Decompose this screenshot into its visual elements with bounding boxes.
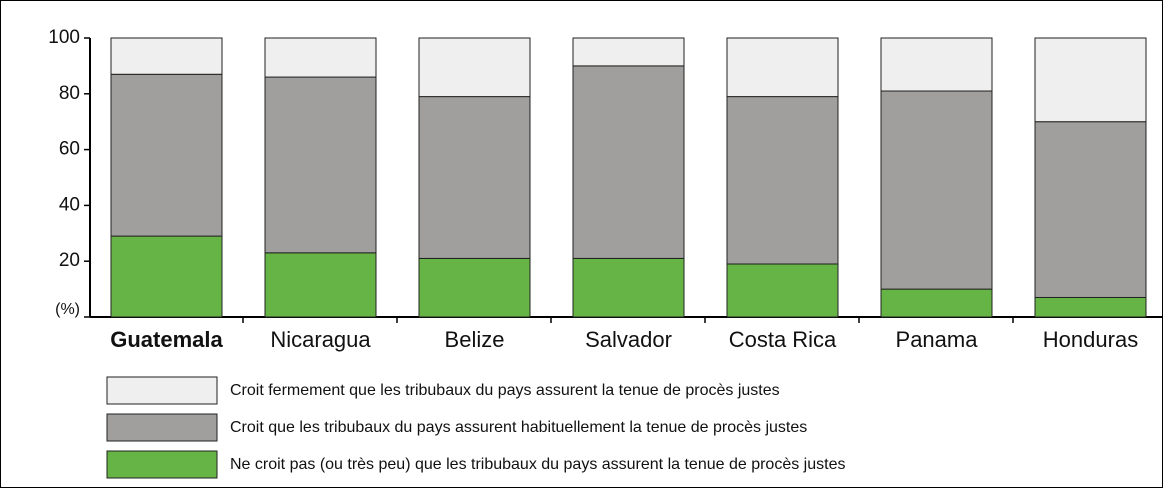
legend-label: Croit fermement que les tribubaux du pay… — [230, 382, 780, 399]
x-tick-label: Honduras — [1043, 327, 1138, 352]
y-tick-label: 80 — [59, 83, 80, 104]
x-tick-label: Guatemala — [110, 327, 223, 352]
y-tick-label: (%) — [55, 301, 80, 318]
bar-segment — [418, 96, 531, 259]
bar-segment — [110, 235, 223, 318]
bar-segment — [264, 76, 377, 254]
bar-segment — [572, 257, 685, 318]
x-tick-label: Belize — [445, 327, 505, 352]
bar-segment — [110, 73, 223, 237]
bar-segment — [880, 37, 993, 92]
y-tick-label: 40 — [59, 194, 80, 215]
bar-segment — [418, 37, 531, 98]
y-tick-label: 20 — [59, 250, 80, 271]
y-tick-label: 60 — [59, 139, 80, 160]
bar-segment — [726, 37, 839, 98]
bar-segment — [110, 37, 223, 75]
bar-segment — [264, 37, 377, 78]
legend-label: Croit que les tribubaux du pays assurent… — [230, 419, 807, 436]
bar-segment — [1034, 121, 1147, 298]
legend-swatch — [106, 413, 218, 442]
bar-segment — [726, 263, 839, 318]
bar-segment — [1034, 37, 1147, 123]
bar-segment — [572, 37, 685, 67]
legend-swatch — [106, 376, 218, 405]
x-tick-label: Salvador — [585, 327, 672, 352]
x-tick-label: Costa Rica — [729, 327, 837, 352]
bar-segment — [880, 288, 993, 318]
bar-segment — [264, 252, 377, 318]
bar-segment — [880, 90, 993, 290]
bar-segment — [572, 65, 685, 259]
x-tick-label: Nicaragua — [270, 327, 371, 352]
bar-segment — [418, 257, 531, 318]
y-tick-label: 100 — [48, 27, 80, 48]
bar-segment — [1034, 296, 1147, 318]
legend-label: Ne croit pas (ou très peu) que les tribu… — [230, 456, 845, 473]
x-tick-label: Panama — [896, 327, 979, 352]
bar-segment — [726, 96, 839, 265]
legend-swatch — [106, 450, 218, 479]
